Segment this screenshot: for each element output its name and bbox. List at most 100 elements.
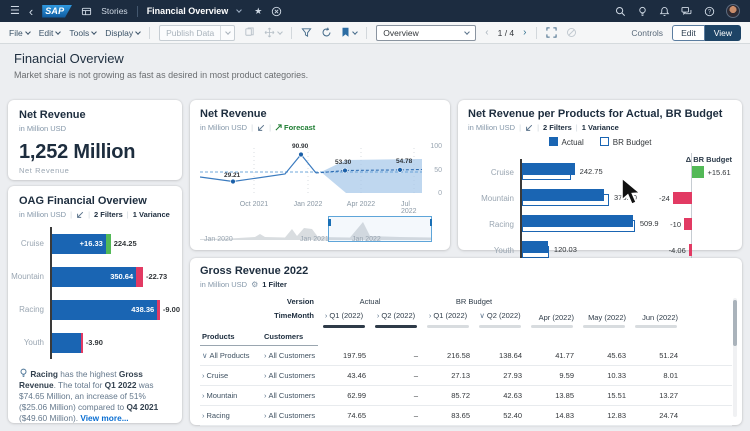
row-dimension-products[interactable]: Products [200, 330, 262, 346]
customer-cell[interactable]: › All Customers [262, 391, 318, 400]
controls-button[interactable]: Controls [631, 27, 664, 38]
publish-data-button[interactable]: Publish Data [159, 24, 236, 41]
column-header[interactable]: Jun (2022) [642, 313, 678, 322]
column-header[interactable]: Apr (2022) [538, 313, 574, 322]
page-prev-icon[interactable]: ‹ [485, 27, 489, 38]
menu-edit[interactable]: Edit [39, 28, 62, 38]
view-mode-button[interactable]: View [704, 24, 741, 41]
legend-br-budget[interactable]: BR Budget [599, 137, 651, 147]
discussions-chat-icon[interactable] [681, 6, 693, 17]
view-more-link[interactable]: View more... [80, 413, 129, 423]
legend-actual[interactable]: Actual [548, 137, 584, 147]
table-cell[interactable]: 138.64 [499, 351, 522, 360]
table-cell[interactable]: 62.99 [347, 391, 366, 400]
menu-tools[interactable]: Tools [69, 28, 98, 38]
bar-row-cruise[interactable]: Cruise 242.75 +15.61 [468, 159, 732, 185]
collapse-icon[interactable]: ∨ [479, 311, 485, 320]
customer-cell[interactable]: › All Customers [262, 351, 318, 360]
variance-bar[interactable] [692, 166, 705, 178]
net-revenue-products-card[interactable]: Net Revenue per Products for Actual, BR … [458, 100, 742, 263]
range-handle-left[interactable] [328, 219, 331, 226]
bar-row-racing[interactable]: Racing 509.9 -10 [468, 211, 732, 237]
variance-bar[interactable] [672, 192, 692, 204]
table-cell[interactable]: 42.63 [503, 391, 522, 400]
edit-mode-button[interactable]: Edit [672, 24, 705, 41]
search-icon[interactable] [615, 6, 626, 17]
bar-row-youth[interactable]: Youth -3.90 [8, 326, 182, 359]
table-cell[interactable]: 52.40 [503, 411, 522, 420]
table-cell[interactable]: 216.58 [447, 351, 470, 360]
favorite-star-icon[interactable]: ★ [254, 5, 263, 16]
actual-bar[interactable] [522, 241, 549, 253]
collapse-icon[interactable]: ∨ [202, 351, 208, 360]
help-icon[interactable]: ? [704, 6, 715, 17]
product-cell[interactable]: ∨ All Products [200, 351, 262, 360]
table-cell[interactable]: 14.83 [555, 411, 574, 420]
net-revenue-line-card[interactable]: Net Revenue in Million USD | | Forecast [190, 100, 450, 250]
publish-data-menu-arrow[interactable] [220, 25, 234, 40]
gross-revenue-table-card[interactable]: Gross Revenue 2022 in Million USD ⚙ 1 Fi… [190, 258, 742, 426]
hamburger-menu-icon[interactable]: ☰ [10, 4, 20, 17]
drill-icon[interactable] [525, 124, 533, 132]
variance-bar[interactable] [688, 244, 692, 256]
customer-cell[interactable]: › All Customers [262, 411, 318, 420]
customer-cell[interactable]: › All Customers [262, 371, 318, 380]
product-cell[interactable]: › Cruise [200, 371, 262, 380]
back-icon[interactable]: ‹ [28, 3, 34, 19]
table-scrollbar[interactable] [733, 298, 737, 417]
filters-badge[interactable]: 2 Filters [94, 210, 123, 219]
chevron-down-icon[interactable] [236, 7, 243, 13]
expand-icon[interactable]: › [264, 411, 267, 420]
table-cell[interactable]: 8.01 [663, 371, 678, 380]
table-cell[interactable]: 13.85 [555, 391, 574, 400]
page-selector[interactable]: Overview [376, 24, 477, 41]
table-cell[interactable]: – [413, 371, 418, 380]
table-row[interactable]: › Racing › All Customers 74.65 – 83.65 52.… [200, 406, 732, 426]
actual-bar[interactable] [522, 189, 604, 201]
expand-icon[interactable]: › [428, 311, 432, 320]
expand-icon[interactable]: › [202, 391, 205, 400]
scrollbar-thumb[interactable] [733, 300, 737, 346]
stories-label[interactable]: Stories [101, 6, 128, 16]
table-cell[interactable]: – [413, 391, 418, 400]
bar-row-mountain[interactable]: Mountain 376.90 -24 [468, 185, 732, 211]
bar-racing[interactable]: 438.36 [52, 299, 158, 320]
close-document-icon[interactable] [271, 6, 282, 17]
table-cell[interactable]: 43.46 [347, 371, 366, 380]
table-cell[interactable]: 15.51 [607, 391, 626, 400]
bookmark-icon[interactable] [341, 27, 359, 38]
page-next-icon[interactable]: › [523, 27, 527, 38]
line-chart-plot[interactable]: 29.21 90.90 53.30 54.78 100 50 0 [200, 138, 442, 200]
table-cell[interactable]: 197.95 [343, 351, 366, 360]
user-avatar[interactable] [726, 4, 740, 18]
table-cell[interactable]: 9.59 [559, 371, 574, 380]
bar-row-mountain[interactable]: Mountain 350.64 -22.73 [8, 260, 182, 293]
table-cell[interactable]: 10.33 [607, 371, 626, 380]
drill-icon[interactable] [257, 124, 265, 132]
column-header[interactable]: › Q1 (2022) [318, 311, 370, 320]
table-cell[interactable]: 74.65 [347, 411, 366, 420]
column-header[interactable]: May (2022) [588, 313, 626, 322]
expand-icon[interactable]: › [264, 391, 267, 400]
bar-row-racing[interactable]: Racing 438.36 -9.00 [8, 293, 182, 326]
product-cell[interactable]: › Mountain [200, 391, 262, 400]
filter-icon[interactable] [301, 27, 312, 38]
bar-cruise[interactable]: +16.33 [52, 233, 106, 254]
actual-bar[interactable] [522, 163, 575, 175]
row-dimension-customers[interactable]: Customers [262, 330, 318, 346]
expand-icon[interactable]: › [202, 371, 205, 380]
variance-badge[interactable]: 1 Variance [132, 210, 170, 219]
expand-icon[interactable]: › [202, 411, 205, 420]
expand-icon[interactable]: › [264, 371, 267, 380]
table-cell[interactable]: – [413, 351, 418, 360]
bar-row-youth[interactable]: Youth 120.03 -4.06 [468, 237, 732, 263]
bar-row-cruise[interactable]: Cruise +16.33 224.25 [8, 227, 182, 260]
variance-badge[interactable]: 1 Variance [581, 123, 619, 132]
table-cell[interactable]: – [413, 411, 418, 420]
filter-badge[interactable]: 1 Filter [262, 280, 287, 289]
bar-mountain[interactable]: 350.64 [52, 266, 137, 287]
expand-icon[interactable]: › [324, 311, 328, 320]
filters-badge[interactable]: 2 Filters [543, 123, 572, 132]
expand-icon[interactable]: › [264, 351, 267, 360]
insights-bulb-icon[interactable] [637, 6, 648, 17]
